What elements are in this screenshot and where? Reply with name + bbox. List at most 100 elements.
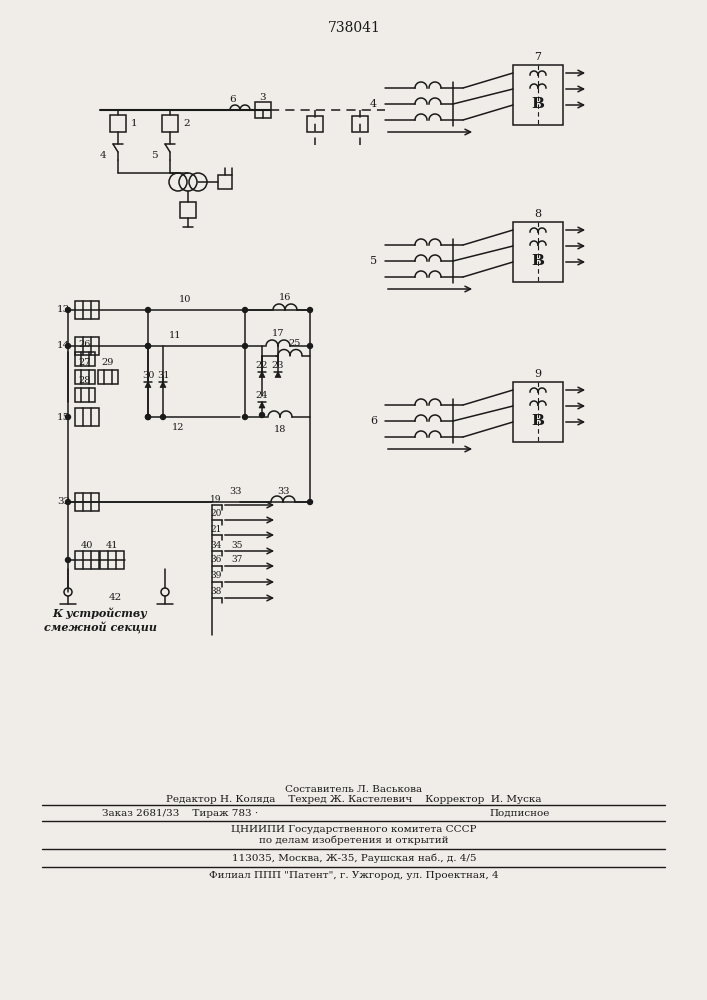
Bar xyxy=(513,382,563,442)
Text: 35: 35 xyxy=(231,540,243,550)
Circle shape xyxy=(146,414,151,420)
Text: 38: 38 xyxy=(210,587,222,596)
Text: 17: 17 xyxy=(271,330,284,338)
Polygon shape xyxy=(259,371,265,377)
Circle shape xyxy=(308,344,312,349)
Circle shape xyxy=(66,344,71,349)
Text: 42: 42 xyxy=(108,592,122,601)
Text: Филиал ППП "Патент", г. Ужгород, ул. Проектная, 4: Филиал ППП "Патент", г. Ужгород, ул. Про… xyxy=(209,870,499,880)
Bar xyxy=(75,369,95,383)
Text: 41: 41 xyxy=(106,542,118,550)
Circle shape xyxy=(146,308,151,312)
Circle shape xyxy=(160,414,165,420)
Text: 24: 24 xyxy=(256,391,268,400)
Circle shape xyxy=(146,344,151,349)
Bar xyxy=(162,115,178,132)
Text: 26: 26 xyxy=(78,340,91,349)
Text: Подписное: Подписное xyxy=(490,808,550,818)
Text: 7: 7 xyxy=(534,52,542,62)
Text: 3: 3 xyxy=(259,94,267,103)
Text: 14: 14 xyxy=(57,342,70,351)
Text: 22: 22 xyxy=(256,361,268,370)
Text: 13: 13 xyxy=(57,306,70,314)
Bar xyxy=(307,116,323,132)
Circle shape xyxy=(243,308,247,312)
Text: по делам изобретения и открытий: по делам изобретения и открытий xyxy=(259,835,449,845)
Bar xyxy=(75,493,99,511)
Text: 32: 32 xyxy=(57,497,70,506)
Text: Заказ 2681/33    Тираж 783 ·: Заказ 2681/33 Тираж 783 · xyxy=(102,808,258,818)
Bar xyxy=(75,301,99,319)
Circle shape xyxy=(66,414,71,420)
Text: 2: 2 xyxy=(183,119,189,128)
Text: B: B xyxy=(532,97,544,111)
Circle shape xyxy=(66,308,71,312)
Text: 4: 4 xyxy=(100,151,106,160)
Polygon shape xyxy=(259,402,265,408)
Text: 28: 28 xyxy=(78,376,91,385)
Bar xyxy=(110,115,126,132)
Text: Составитель Л. Васькова: Составитель Л. Васькова xyxy=(286,784,423,794)
Text: 5: 5 xyxy=(151,151,158,160)
Text: 30: 30 xyxy=(142,371,154,380)
Text: 8: 8 xyxy=(534,209,542,219)
Text: Редактор Н. Коляда    Техред Ж. Кастелевич    Корректор  И. Муска: Редактор Н. Коляда Техред Ж. Кастелевич … xyxy=(166,794,542,804)
Text: 31: 31 xyxy=(157,371,169,380)
Bar xyxy=(75,551,99,569)
Circle shape xyxy=(259,412,264,418)
Bar xyxy=(513,222,563,282)
Bar xyxy=(513,65,563,125)
Text: 27: 27 xyxy=(78,358,91,367)
Circle shape xyxy=(243,414,247,420)
Text: 12: 12 xyxy=(172,422,185,432)
Text: 16: 16 xyxy=(279,294,291,302)
Text: 33: 33 xyxy=(276,487,289,495)
Circle shape xyxy=(146,414,151,420)
Text: 36: 36 xyxy=(210,556,222,564)
Bar xyxy=(75,408,99,426)
Text: 113035, Москва, Ж-35, Раушская наб., д. 4/5: 113035, Москва, Ж-35, Раушская наб., д. … xyxy=(232,853,477,863)
Bar xyxy=(75,387,95,401)
Text: 37: 37 xyxy=(231,556,243,564)
Bar xyxy=(218,175,232,189)
Bar xyxy=(100,551,124,569)
Text: 4: 4 xyxy=(370,99,377,109)
Polygon shape xyxy=(145,381,151,387)
Text: 19: 19 xyxy=(210,494,222,504)
Bar xyxy=(352,116,368,132)
Text: B: B xyxy=(532,414,544,428)
Text: 6: 6 xyxy=(370,416,377,426)
Bar xyxy=(75,337,99,355)
Text: 25: 25 xyxy=(289,339,301,348)
Text: 21: 21 xyxy=(210,524,222,534)
Text: 40: 40 xyxy=(81,542,93,550)
Circle shape xyxy=(146,344,151,349)
Text: B: B xyxy=(532,254,544,268)
Bar xyxy=(98,369,118,383)
Circle shape xyxy=(308,499,312,504)
Text: 18: 18 xyxy=(274,424,286,434)
Polygon shape xyxy=(160,381,166,387)
Text: ЦНИИПИ Государственного комитета СССР: ЦНИИПИ Государственного комитета СССР xyxy=(231,826,477,834)
Text: 11: 11 xyxy=(169,332,181,340)
Bar xyxy=(180,202,196,218)
Text: К устройству
смежной секции: К устройству смежной секции xyxy=(44,607,156,633)
Text: 33: 33 xyxy=(229,488,241,496)
Circle shape xyxy=(308,308,312,312)
Circle shape xyxy=(66,558,71,562)
Bar xyxy=(75,352,95,365)
Bar xyxy=(255,102,271,118)
Text: 23: 23 xyxy=(271,361,284,370)
Text: 39: 39 xyxy=(210,572,222,580)
Text: 10: 10 xyxy=(179,296,191,304)
Text: 6: 6 xyxy=(230,95,236,104)
Circle shape xyxy=(243,344,247,349)
Text: 20: 20 xyxy=(210,510,222,518)
Text: 1: 1 xyxy=(131,119,138,128)
Text: 29: 29 xyxy=(102,358,115,367)
Polygon shape xyxy=(275,371,281,377)
Text: 34: 34 xyxy=(210,540,222,550)
Circle shape xyxy=(66,499,71,504)
Text: 738041: 738041 xyxy=(327,21,380,35)
Text: 5: 5 xyxy=(370,256,377,266)
